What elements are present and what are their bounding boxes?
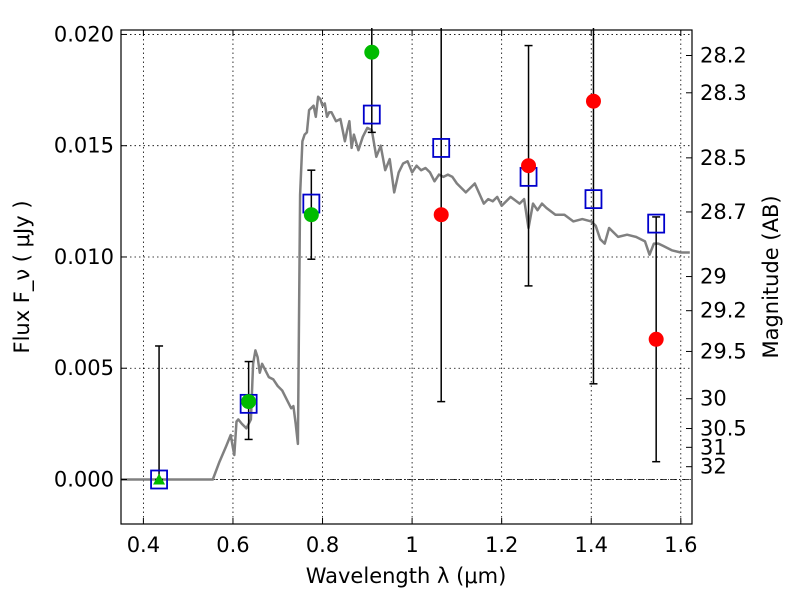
right-tick-label: 28.2	[700, 43, 747, 67]
red-data-point	[433, 207, 449, 223]
green-data-point	[303, 207, 319, 223]
model-square-marker	[584, 189, 603, 210]
green-data-point	[364, 44, 380, 60]
red-data-point	[648, 331, 664, 347]
x-tick-label: 1.2	[485, 533, 518, 557]
x-tick-label: 1.6	[664, 533, 697, 557]
y-tick-label: 0.005	[54, 356, 114, 380]
markers	[150, 44, 666, 490]
y-tick-labels: 0.000 0.005 0.010 0.015 0.020	[54, 22, 114, 491]
x-tick-label: 1	[405, 533, 418, 557]
right-tick-label: 30	[700, 387, 727, 411]
y-tick-label: 0.020	[54, 22, 114, 46]
plot-data	[121, 95, 690, 481]
right-tick-label: 29.2	[700, 299, 747, 323]
y-axis-label: Flux F_ν ( μJy )	[10, 200, 35, 353]
right-axis-label: Magnitude (AB)	[759, 195, 783, 358]
y-tick-label: 0.000	[54, 467, 114, 491]
green-data-point	[241, 394, 257, 410]
model-square-marker	[362, 104, 381, 125]
template-spectrum-line	[121, 95, 690, 481]
model-square-marker	[432, 138, 451, 158]
red-data-point	[521, 158, 537, 174]
right-tick-label: 28.5	[700, 146, 747, 170]
right-tick-label: 28.7	[700, 200, 747, 224]
model-square-marker	[647, 213, 666, 234]
right-tick-label: 29.5	[700, 339, 747, 363]
green-triangle-point	[153, 473, 166, 485]
grid	[121, 30, 692, 524]
right-tick-label: 30.5	[700, 417, 747, 441]
x-tick-labels: 0.4 0.6 0.8 1 1.2 1.4 1.6	[127, 533, 698, 557]
x-tick-label: 0.8	[306, 533, 339, 557]
right-tick-label: 31	[700, 435, 727, 459]
model-square-marker	[150, 469, 168, 490]
right-tick-label: 32	[700, 455, 727, 479]
y-tick-label: 0.015	[54, 134, 114, 158]
red-data-point	[585, 93, 601, 109]
y-tick-label: 0.010	[54, 245, 114, 269]
x-axis-label: Wavelength λ (μm)	[306, 564, 507, 588]
axis-ticks	[121, 30, 692, 524]
right-tick-label: 29	[700, 265, 727, 289]
error-bars	[155, 28, 661, 481]
right-tick-label: 28.3	[700, 81, 747, 105]
x-tick-label: 0.6	[216, 533, 249, 557]
x-tick-label: 0.4	[127, 533, 160, 557]
x-tick-label: 1.4	[575, 533, 608, 557]
plot-area-background	[121, 30, 692, 524]
